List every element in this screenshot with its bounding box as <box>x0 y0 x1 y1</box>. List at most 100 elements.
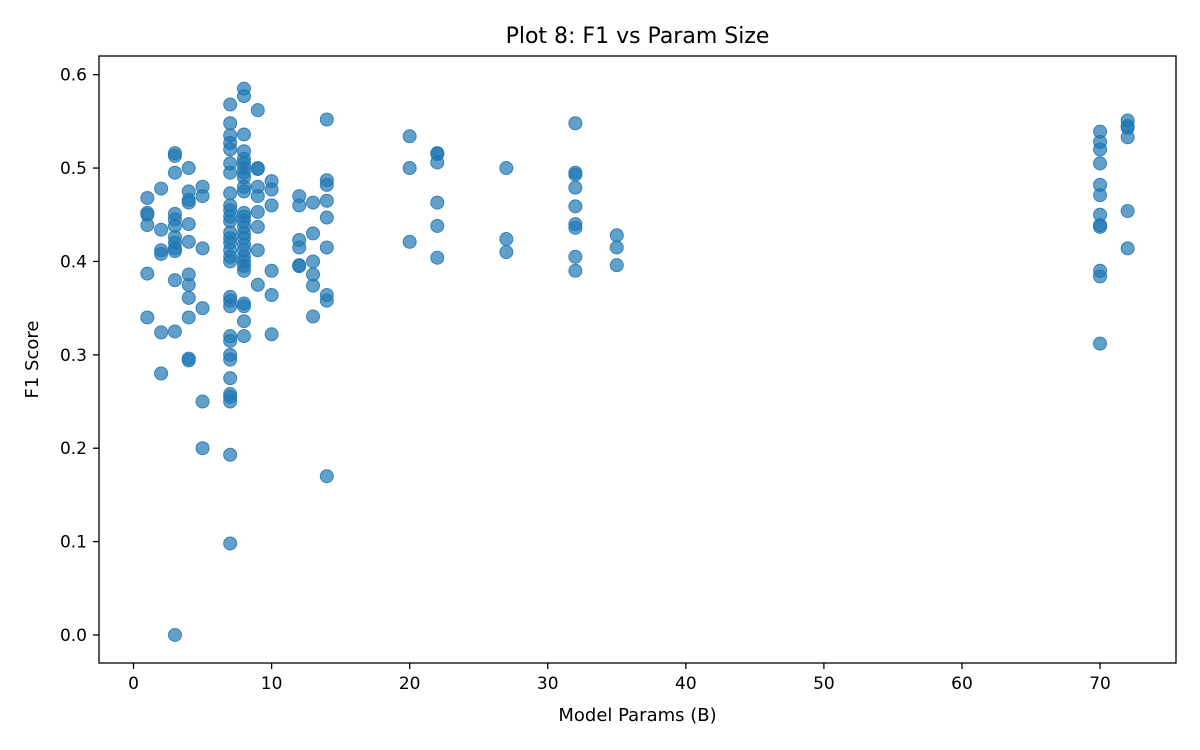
data-point <box>568 116 583 131</box>
data-point <box>306 309 321 324</box>
data-point <box>264 182 279 197</box>
x-axis-label: Model Params (B) <box>558 705 716 726</box>
y-tick-label: 0.5 <box>60 159 87 179</box>
data-point <box>1120 241 1135 256</box>
y-axis-label: F1 Score <box>22 321 43 399</box>
data-point <box>195 301 210 316</box>
data-point <box>1093 156 1108 171</box>
data-point <box>292 240 307 255</box>
data-point <box>568 249 583 264</box>
data-point <box>223 97 238 112</box>
data-point <box>181 290 196 305</box>
data-point <box>236 127 251 142</box>
data-point <box>181 310 196 325</box>
data-point <box>236 89 251 104</box>
data-point <box>250 162 265 176</box>
data-point <box>568 263 583 278</box>
data-point <box>609 228 624 243</box>
data-point <box>1093 336 1108 351</box>
x-tick-label: 60 <box>951 674 973 694</box>
data-point <box>1120 130 1135 145</box>
data-point <box>195 189 210 204</box>
data-point <box>306 278 321 293</box>
data-point <box>250 219 265 234</box>
data-point <box>609 240 624 255</box>
data-point <box>223 299 238 314</box>
y-tick-label: 0.1 <box>60 533 87 553</box>
data-point <box>140 218 155 233</box>
data-point <box>319 112 334 127</box>
x-axis: 0 10 20 30 40 50 60 70 <box>128 663 1111 694</box>
data-point <box>430 195 445 210</box>
data-point <box>154 325 169 340</box>
data-point <box>223 142 238 157</box>
data-point <box>167 273 182 288</box>
data-point <box>154 366 169 381</box>
data-point <box>306 254 321 269</box>
data-point <box>181 217 196 232</box>
data-point <box>264 288 279 303</box>
data-point <box>223 447 238 462</box>
data-point <box>1093 269 1108 284</box>
data-point <box>402 129 417 144</box>
plot-frame <box>98 55 1177 664</box>
data-point <box>430 250 445 265</box>
data-point <box>181 195 196 210</box>
data-point <box>223 394 238 409</box>
chart-title: Plot 8: F1 vs Param Size <box>506 24 770 49</box>
data-point <box>250 103 265 118</box>
data-point <box>568 180 583 195</box>
x-tick-label: 70 <box>1089 674 1111 694</box>
data-point <box>167 148 182 163</box>
x-tick-label: 30 <box>537 674 559 694</box>
data-point <box>402 161 417 176</box>
data-point <box>499 161 514 176</box>
data-point <box>223 165 238 180</box>
data-point <box>306 195 321 210</box>
points-layer <box>140 81 1135 642</box>
y-tick-label: 0.6 <box>60 66 87 86</box>
data-point <box>195 441 210 456</box>
data-point <box>264 198 279 213</box>
y-tick-label: 0.4 <box>60 252 87 272</box>
data-point <box>1093 142 1108 157</box>
data-point <box>154 181 169 196</box>
data-point <box>402 234 417 249</box>
data-point <box>236 314 251 329</box>
data-point <box>568 199 583 214</box>
data-point <box>319 293 334 308</box>
data-point <box>167 165 182 180</box>
data-point <box>250 204 265 219</box>
y-axis: 0.0 0.1 0.2 0.3 0.4 0.5 0.6 <box>60 66 99 646</box>
data-point <box>1093 219 1108 234</box>
data-point <box>167 324 182 339</box>
data-point <box>319 193 334 208</box>
data-point <box>568 220 583 235</box>
data-point <box>499 245 514 260</box>
data-point <box>430 218 445 233</box>
data-point <box>236 263 251 278</box>
data-point <box>167 244 182 259</box>
data-point <box>195 394 210 409</box>
data-point <box>223 371 238 386</box>
data-point <box>181 161 196 176</box>
data-point <box>181 234 196 249</box>
data-point <box>319 210 334 225</box>
data-point <box>167 627 182 642</box>
data-point <box>195 241 210 256</box>
data-point <box>181 277 196 292</box>
data-point <box>236 299 251 314</box>
data-point <box>319 469 334 484</box>
data-point <box>140 190 155 205</box>
data-point <box>319 240 334 255</box>
data-point <box>292 259 307 274</box>
data-point <box>499 232 514 247</box>
data-point <box>306 226 321 241</box>
data-point <box>264 263 279 278</box>
data-point <box>319 177 334 192</box>
data-point <box>292 198 307 213</box>
x-tick-label: 20 <box>399 674 421 694</box>
x-tick-label: 0 <box>128 674 139 694</box>
data-point <box>181 353 196 368</box>
